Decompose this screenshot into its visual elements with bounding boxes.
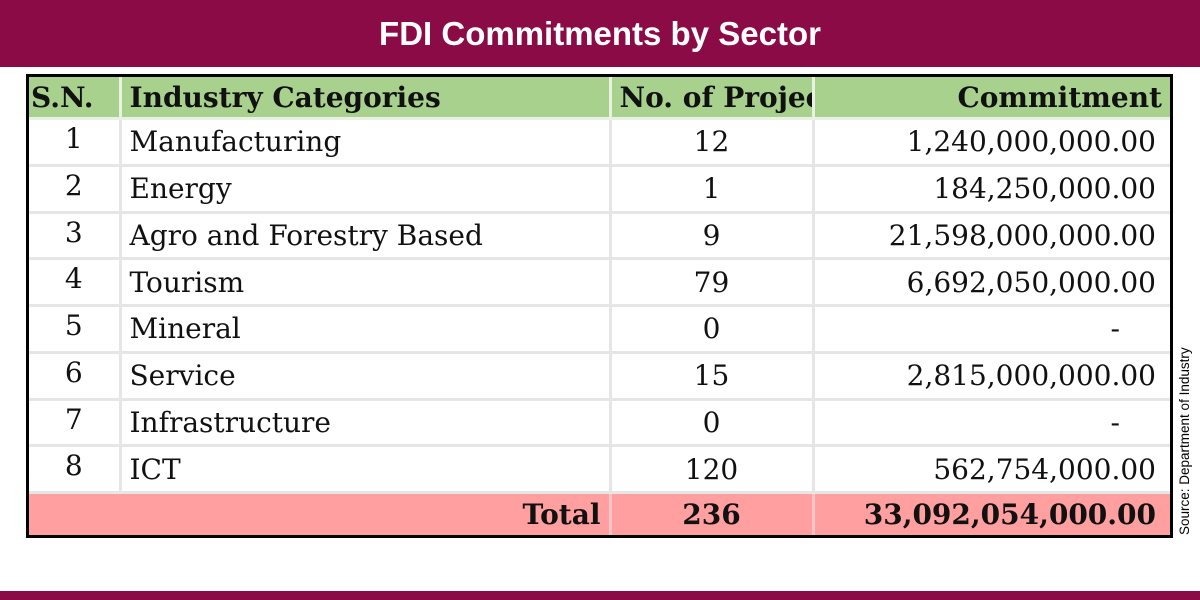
table-row: 3 Agro and Forestry Based 9 21,598,000,000.… (29, 210, 1170, 261)
header-projects: No. of Project (608, 77, 815, 120)
total-commitment: 33,092,054,000.00 (811, 491, 1170, 535)
total-row: Total 236 33,092,054,000.00 (29, 491, 1170, 535)
row-industry: Energy (118, 163, 612, 214)
row-sn: 4 (29, 257, 122, 307)
row-sn: 6 (29, 350, 122, 401)
total-label: Total (29, 491, 612, 535)
fdi-table-container: S.N. Industry Categories No. of Project … (26, 74, 1173, 538)
row-commitment: 21,598,000,000.00 (811, 210, 1170, 261)
row-industry: Manufacturing (118, 117, 612, 167)
row-sn: 7 (29, 397, 122, 448)
source-note: Source: Department of Industry (1177, 347, 1192, 535)
row-sn: 2 (29, 163, 122, 214)
row-projects: 0 (608, 304, 815, 354)
table-row: 2 Energy 1 184,250,000.00 (29, 163, 1170, 214)
table-row: 6 Service 15 2,815,000,000.00 (29, 350, 1170, 401)
header-industry: Industry Categories (118, 77, 612, 120)
row-commitment: 184,250,000.00 (811, 163, 1170, 214)
table-row: 7 Infrastructure 0- (29, 397, 1170, 448)
page-title: FDI Commitments by Sector (0, 0, 1200, 67)
row-projects: 9 (608, 210, 815, 261)
table-row: 5 Mineral 0- (29, 304, 1170, 354)
row-industry: Service (118, 350, 612, 401)
row-projects: 1 (608, 163, 815, 214)
row-projects: 0 (608, 397, 815, 448)
row-industry: Agro and Forestry Based (118, 210, 612, 261)
row-sn: 1 (29, 117, 122, 167)
row-industry: Mineral (118, 304, 612, 354)
row-commitment: 6,692,050,000.00 (811, 257, 1170, 307)
fdi-table: S.N. Industry Categories No. of Project … (29, 77, 1170, 535)
table-row: 8 ICT 120 562,754,000.00 (29, 444, 1170, 494)
row-commitment: 1,240,000,000.00 (811, 117, 1170, 167)
table-header-row: S.N. Industry Categories No. of Project … (29, 77, 1170, 120)
header-sn: S.N. (29, 77, 122, 120)
row-industry: ICT (118, 444, 612, 494)
row-sn: 3 (29, 210, 122, 261)
row-projects: 12 (608, 117, 815, 167)
header-commitment: Commitment (811, 77, 1170, 120)
row-sn: 5 (29, 304, 122, 354)
total-projects: 236 (608, 491, 815, 535)
row-commitment: 562,754,000.00 (811, 444, 1170, 494)
row-industry: Infrastructure (118, 397, 612, 448)
row-commitment: 2,815,000,000.00 (811, 350, 1170, 401)
table-row: 1 Manufacturing 12 1,240,000,000.00 (29, 117, 1170, 167)
row-projects: 79 (608, 257, 815, 307)
row-sn: 8 (29, 444, 122, 494)
row-commitment: - (811, 397, 1170, 448)
row-commitment: - (811, 304, 1170, 354)
table-row: 4 Tourism 79 6,692,050,000.00 (29, 257, 1170, 307)
row-projects: 15 (608, 350, 815, 401)
row-projects: 120 (608, 444, 815, 494)
bottom-bar (0, 591, 1200, 600)
row-industry: Tourism (118, 257, 612, 307)
